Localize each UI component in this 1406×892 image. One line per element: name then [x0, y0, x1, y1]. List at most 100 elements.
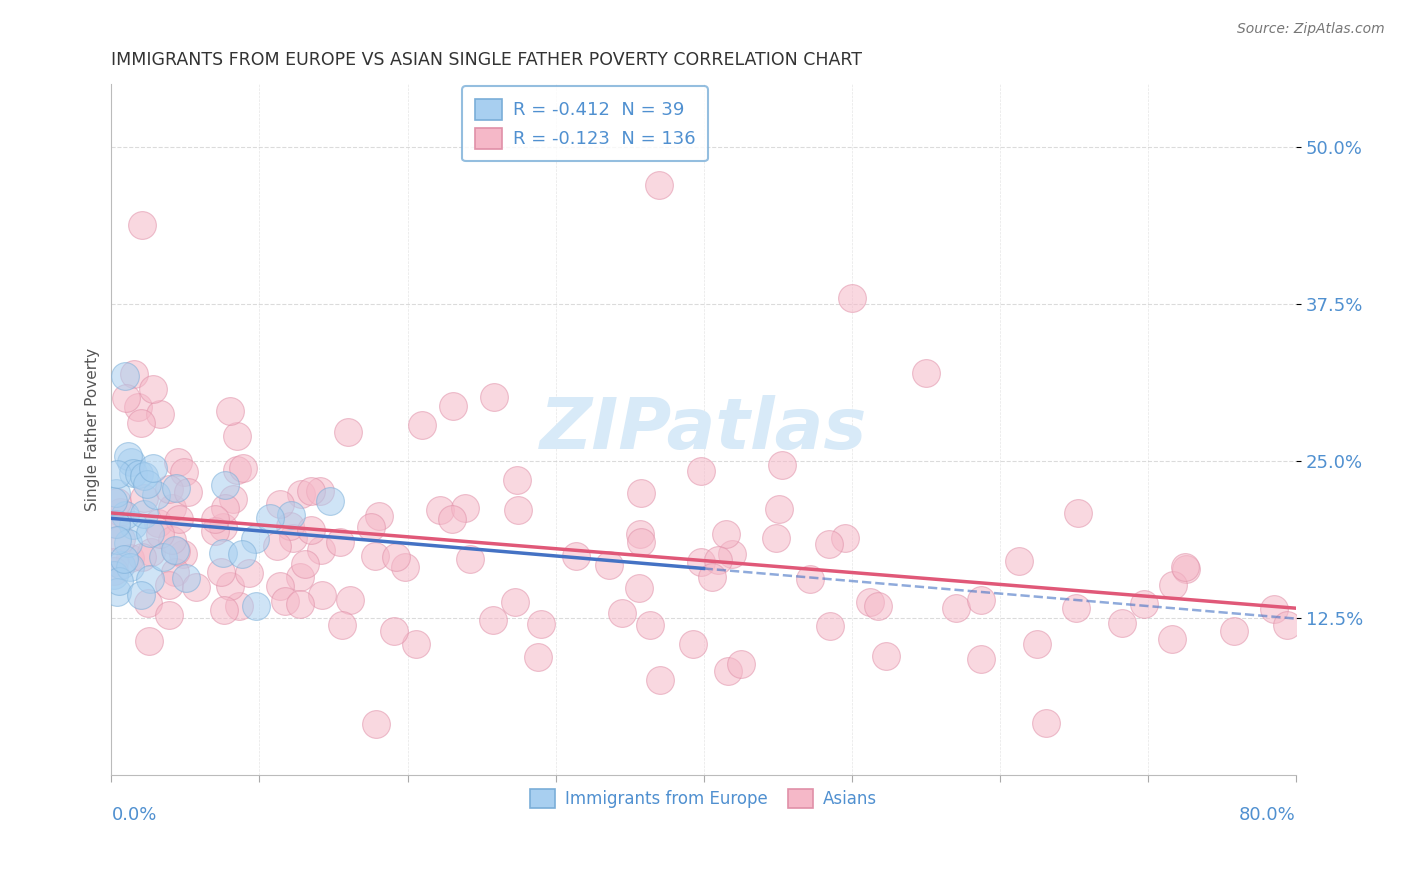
Point — [238, 566, 260, 580]
Point — [214, 478, 236, 492]
Point — [1160, 632, 1182, 646]
Point — [120, 550, 142, 565]
Point — [765, 531, 787, 545]
Point — [717, 664, 740, 678]
Point — [152, 550, 174, 565]
Point — [309, 483, 332, 498]
Point — [530, 616, 553, 631]
Point — [129, 416, 152, 430]
Point — [707, 553, 730, 567]
Point — [259, 511, 281, 525]
Point — [290, 569, 312, 583]
Point — [149, 526, 172, 541]
Point — [131, 219, 153, 233]
Point — [482, 390, 505, 404]
Point — [630, 534, 652, 549]
Point — [364, 549, 387, 563]
Point — [129, 589, 152, 603]
Point — [768, 502, 790, 516]
Point — [128, 467, 150, 482]
Point — [204, 512, 226, 526]
Point — [481, 613, 503, 627]
Point — [360, 519, 382, 533]
Point — [294, 557, 316, 571]
Point — [139, 525, 162, 540]
Point — [720, 547, 742, 561]
Point — [136, 596, 159, 610]
Point — [1064, 600, 1087, 615]
Point — [1067, 506, 1090, 520]
Legend: Immigrants from Europe, Asians: Immigrants from Europe, Asians — [523, 782, 884, 814]
Point — [131, 549, 153, 564]
Point — [1035, 716, 1057, 731]
Text: 80.0%: 80.0% — [1239, 805, 1296, 823]
Point — [110, 558, 132, 572]
Point — [134, 507, 156, 521]
Point — [222, 491, 245, 506]
Point — [105, 485, 128, 500]
Point — [174, 571, 197, 585]
Point — [165, 544, 187, 558]
Point — [385, 549, 408, 564]
Point — [138, 633, 160, 648]
Point — [650, 673, 672, 688]
Point — [134, 468, 156, 483]
Point — [411, 418, 433, 433]
Point — [1275, 618, 1298, 632]
Point — [690, 555, 713, 569]
Point — [875, 649, 897, 664]
Point — [394, 560, 416, 574]
Point — [441, 512, 464, 526]
Point — [142, 382, 165, 396]
Point — [799, 573, 821, 587]
Point — [506, 473, 529, 487]
Point — [630, 485, 652, 500]
Point — [280, 508, 302, 523]
Point — [103, 568, 125, 582]
Point — [458, 552, 481, 566]
Point — [204, 524, 226, 539]
Point — [278, 519, 301, 533]
Point — [638, 618, 661, 632]
Point — [173, 465, 195, 479]
Point — [228, 599, 250, 613]
Point — [564, 549, 586, 564]
Point — [132, 491, 155, 506]
Point — [146, 516, 169, 530]
Point — [382, 624, 405, 638]
Point — [290, 487, 312, 501]
Point — [105, 585, 128, 599]
Point — [818, 619, 841, 633]
Point — [1175, 562, 1198, 576]
Point — [1223, 624, 1246, 638]
Point — [103, 493, 125, 508]
Point — [526, 649, 548, 664]
Point — [167, 512, 190, 526]
Point — [266, 539, 288, 553]
Point — [160, 533, 183, 547]
Point — [730, 657, 752, 671]
Point — [1174, 560, 1197, 574]
Point — [269, 497, 291, 511]
Point — [1263, 602, 1285, 616]
Point — [214, 500, 236, 515]
Point — [231, 461, 253, 475]
Point — [299, 523, 322, 537]
Point — [834, 531, 856, 545]
Point — [429, 503, 451, 517]
Point — [700, 570, 723, 584]
Point — [105, 533, 128, 547]
Point — [105, 495, 128, 509]
Point — [336, 425, 359, 439]
Point — [716, 526, 738, 541]
Point — [141, 545, 163, 559]
Point — [108, 574, 131, 588]
Point — [103, 564, 125, 578]
Point — [970, 651, 993, 665]
Point — [184, 580, 207, 594]
Point — [112, 551, 135, 566]
Text: IMMIGRANTS FROM EUROPE VS ASIAN SINGLE FATHER POVERTY CORRELATION CHART: IMMIGRANTS FROM EUROPE VS ASIAN SINGLE F… — [111, 51, 862, 69]
Point — [105, 467, 128, 481]
Point — [114, 508, 136, 523]
Point — [105, 516, 128, 531]
